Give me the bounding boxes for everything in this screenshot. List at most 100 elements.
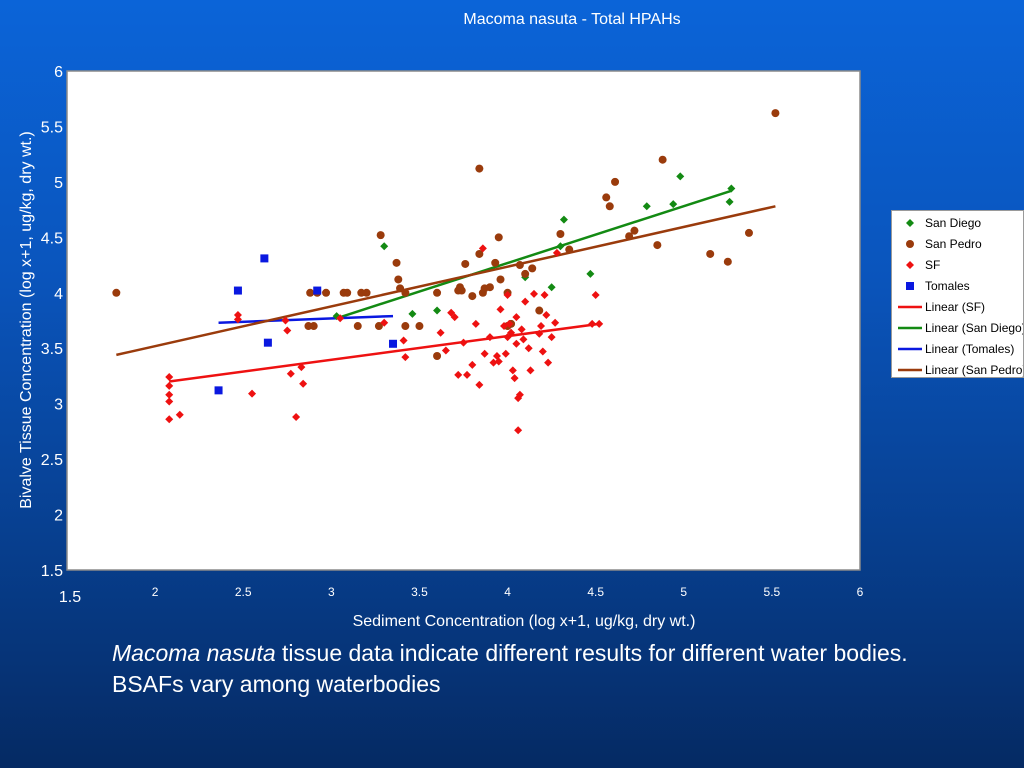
legend-label: Linear (San Pedro): [925, 363, 1024, 377]
legend-label: San Diego: [925, 216, 982, 230]
data-point: [450, 313, 459, 322]
data-point: [401, 353, 410, 362]
data-point: [343, 288, 352, 297]
data-point: [165, 390, 174, 399]
data-point: [313, 286, 322, 295]
data-point: [362, 288, 371, 297]
data-point: [494, 357, 503, 366]
data-point: [588, 319, 597, 328]
data-point: [415, 322, 424, 331]
x-tick-label: 4: [504, 585, 511, 599]
data-point: [263, 338, 272, 347]
data-point: [519, 335, 528, 344]
data-point: [396, 284, 405, 293]
data-point: [515, 261, 524, 270]
trendlines: [116, 189, 776, 383]
circle-marker-icon: [906, 240, 914, 248]
data-point: [508, 366, 517, 375]
data-point: [260, 254, 269, 263]
data-point: [433, 351, 442, 360]
x-axis-label: Sediment Concentration (log x+1, ug/kg, …: [353, 613, 696, 630]
data-point: [542, 310, 551, 319]
data-point: [433, 288, 442, 297]
data-point: [376, 231, 385, 240]
data-point: [501, 349, 510, 358]
data-point: [556, 242, 565, 251]
data-point: [496, 305, 505, 314]
data-point: [653, 241, 662, 250]
data-point: [233, 286, 242, 295]
data-point: [454, 370, 463, 379]
data-point: [669, 200, 678, 209]
data-point: [602, 193, 611, 202]
data-point: [611, 177, 620, 186]
data-point: [586, 269, 595, 278]
data-point: [524, 344, 533, 353]
data-point: [537, 322, 546, 331]
data-point: [676, 172, 685, 181]
data-point: [380, 318, 389, 327]
y-tick-label: 3.5: [41, 341, 63, 358]
legend-label: SF: [925, 258, 941, 272]
data-point: [503, 290, 512, 299]
data-point: [322, 288, 331, 297]
y-tick-label: 2: [54, 508, 63, 525]
data-point: [605, 202, 614, 211]
data-point: [507, 328, 516, 337]
data-point: [771, 109, 780, 118]
data-point: [551, 318, 560, 327]
data-point: [485, 283, 494, 292]
data-point: [515, 390, 524, 399]
data-point: [475, 164, 484, 173]
data-point: [485, 333, 494, 342]
data-point: [380, 242, 389, 251]
chart-legend: San Diego San Pedro SF Tomales Linear (SF) Li…: [891, 210, 1024, 378]
x-tick-label: 4.5: [587, 585, 604, 599]
data-point: [433, 306, 442, 315]
legend-label: Linear (SF): [925, 300, 986, 314]
data-point: [468, 292, 477, 301]
data-point: [283, 326, 292, 335]
trendline: [169, 322, 600, 383]
data-point: [297, 363, 306, 372]
caption-text: tissue data indicate different results f…: [112, 640, 908, 697]
diamond-marker-icon: [906, 261, 914, 269]
data-point: [459, 338, 468, 347]
legend-label: San Pedro: [925, 237, 982, 251]
data-point: [457, 286, 466, 295]
data-point: [175, 410, 184, 419]
legend-label: Tomales: [925, 279, 970, 293]
x-tick-label: 3: [328, 585, 335, 599]
data-point: [306, 288, 315, 297]
data-point: [399, 336, 408, 345]
data-point: [165, 397, 174, 406]
data-point: [436, 328, 445, 337]
data-point: [408, 309, 417, 318]
y-tick-label: 4.5: [41, 230, 63, 247]
data-point: [505, 319, 514, 328]
y-axis-label: Bivalve Tissue Concentration (log x+1, u…: [18, 131, 35, 509]
y-tick-label: 5: [54, 175, 63, 192]
data-point: [471, 319, 480, 328]
data-point: [394, 275, 403, 284]
chart-title: Macoma nasuta - Total HPAHs: [463, 11, 680, 28]
data-point: [475, 249, 484, 258]
data-point: [165, 381, 174, 390]
data-point: [496, 275, 505, 284]
data-point: [547, 283, 556, 292]
data-point: [233, 310, 242, 319]
legend-marker: [906, 282, 914, 290]
trendline: [116, 205, 776, 357]
data-point: [292, 412, 301, 421]
data-point: [336, 314, 345, 323]
trendline: [218, 314, 394, 324]
data-point: [535, 329, 544, 338]
data-points: [112, 109, 780, 435]
data-point: [299, 379, 308, 388]
data-point: [528, 264, 537, 273]
data-point: [727, 184, 736, 193]
data-point: [658, 155, 667, 164]
data-point: [625, 232, 634, 241]
slide-caption: Macoma nasuta tissue data indicate diffe…: [112, 638, 932, 700]
